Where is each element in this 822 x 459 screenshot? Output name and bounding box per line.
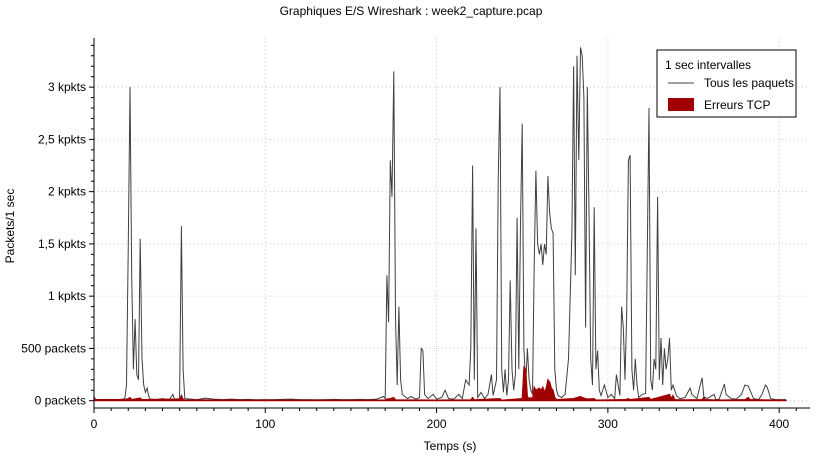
y-tick-label: 1 kpkts (48, 289, 86, 303)
y-tick-label: 2,5 kpkts (38, 132, 86, 146)
series-area-tcp-errors (93, 365, 787, 402)
x-tick-label: 0 (91, 417, 98, 431)
plot-area[interactable] (93, 47, 787, 402)
y-tick-label: 2 kpkts (48, 185, 86, 199)
y-tick-label: 0 packets (35, 394, 86, 408)
chart-title: Graphiques E/S Wireshark : week2_capture… (280, 4, 543, 18)
y-tick-label: 3 kpkts (48, 80, 86, 94)
legend-title: 1 sec intervalles (665, 58, 751, 72)
y-axis-ticks: 0 packets 500 packets 1 kpkts 1,5 kpkts 2 kp… (21, 44, 94, 408)
x-axis-title: Temps (s) (424, 439, 477, 453)
legend-label-tcp-errors: Erreurs TCP (704, 98, 770, 112)
x-tick-label: 400 (769, 417, 789, 431)
x-tick-label: 300 (598, 417, 618, 431)
y-tick-label: 500 packets (21, 341, 86, 355)
legend-label-all-packets: Tous les paquets (704, 76, 794, 90)
y-axis-title: Packets/1 sec (3, 189, 17, 264)
x-axis-ticks: 0 100 200 300 400 (91, 408, 797, 431)
legend: 1 sec intervalles Tous les paquets Erreu… (656, 49, 797, 118)
x-tick-label: 200 (427, 417, 447, 431)
y-tick-label: 1,5 kpkts (38, 237, 86, 251)
x-tick-label: 100 (255, 417, 275, 431)
legend-swatch-tcp-errors (668, 98, 694, 111)
